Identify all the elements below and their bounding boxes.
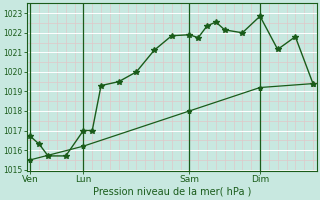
X-axis label: Pression niveau de la mer( hPa ): Pression niveau de la mer( hPa ): [92, 187, 251, 197]
